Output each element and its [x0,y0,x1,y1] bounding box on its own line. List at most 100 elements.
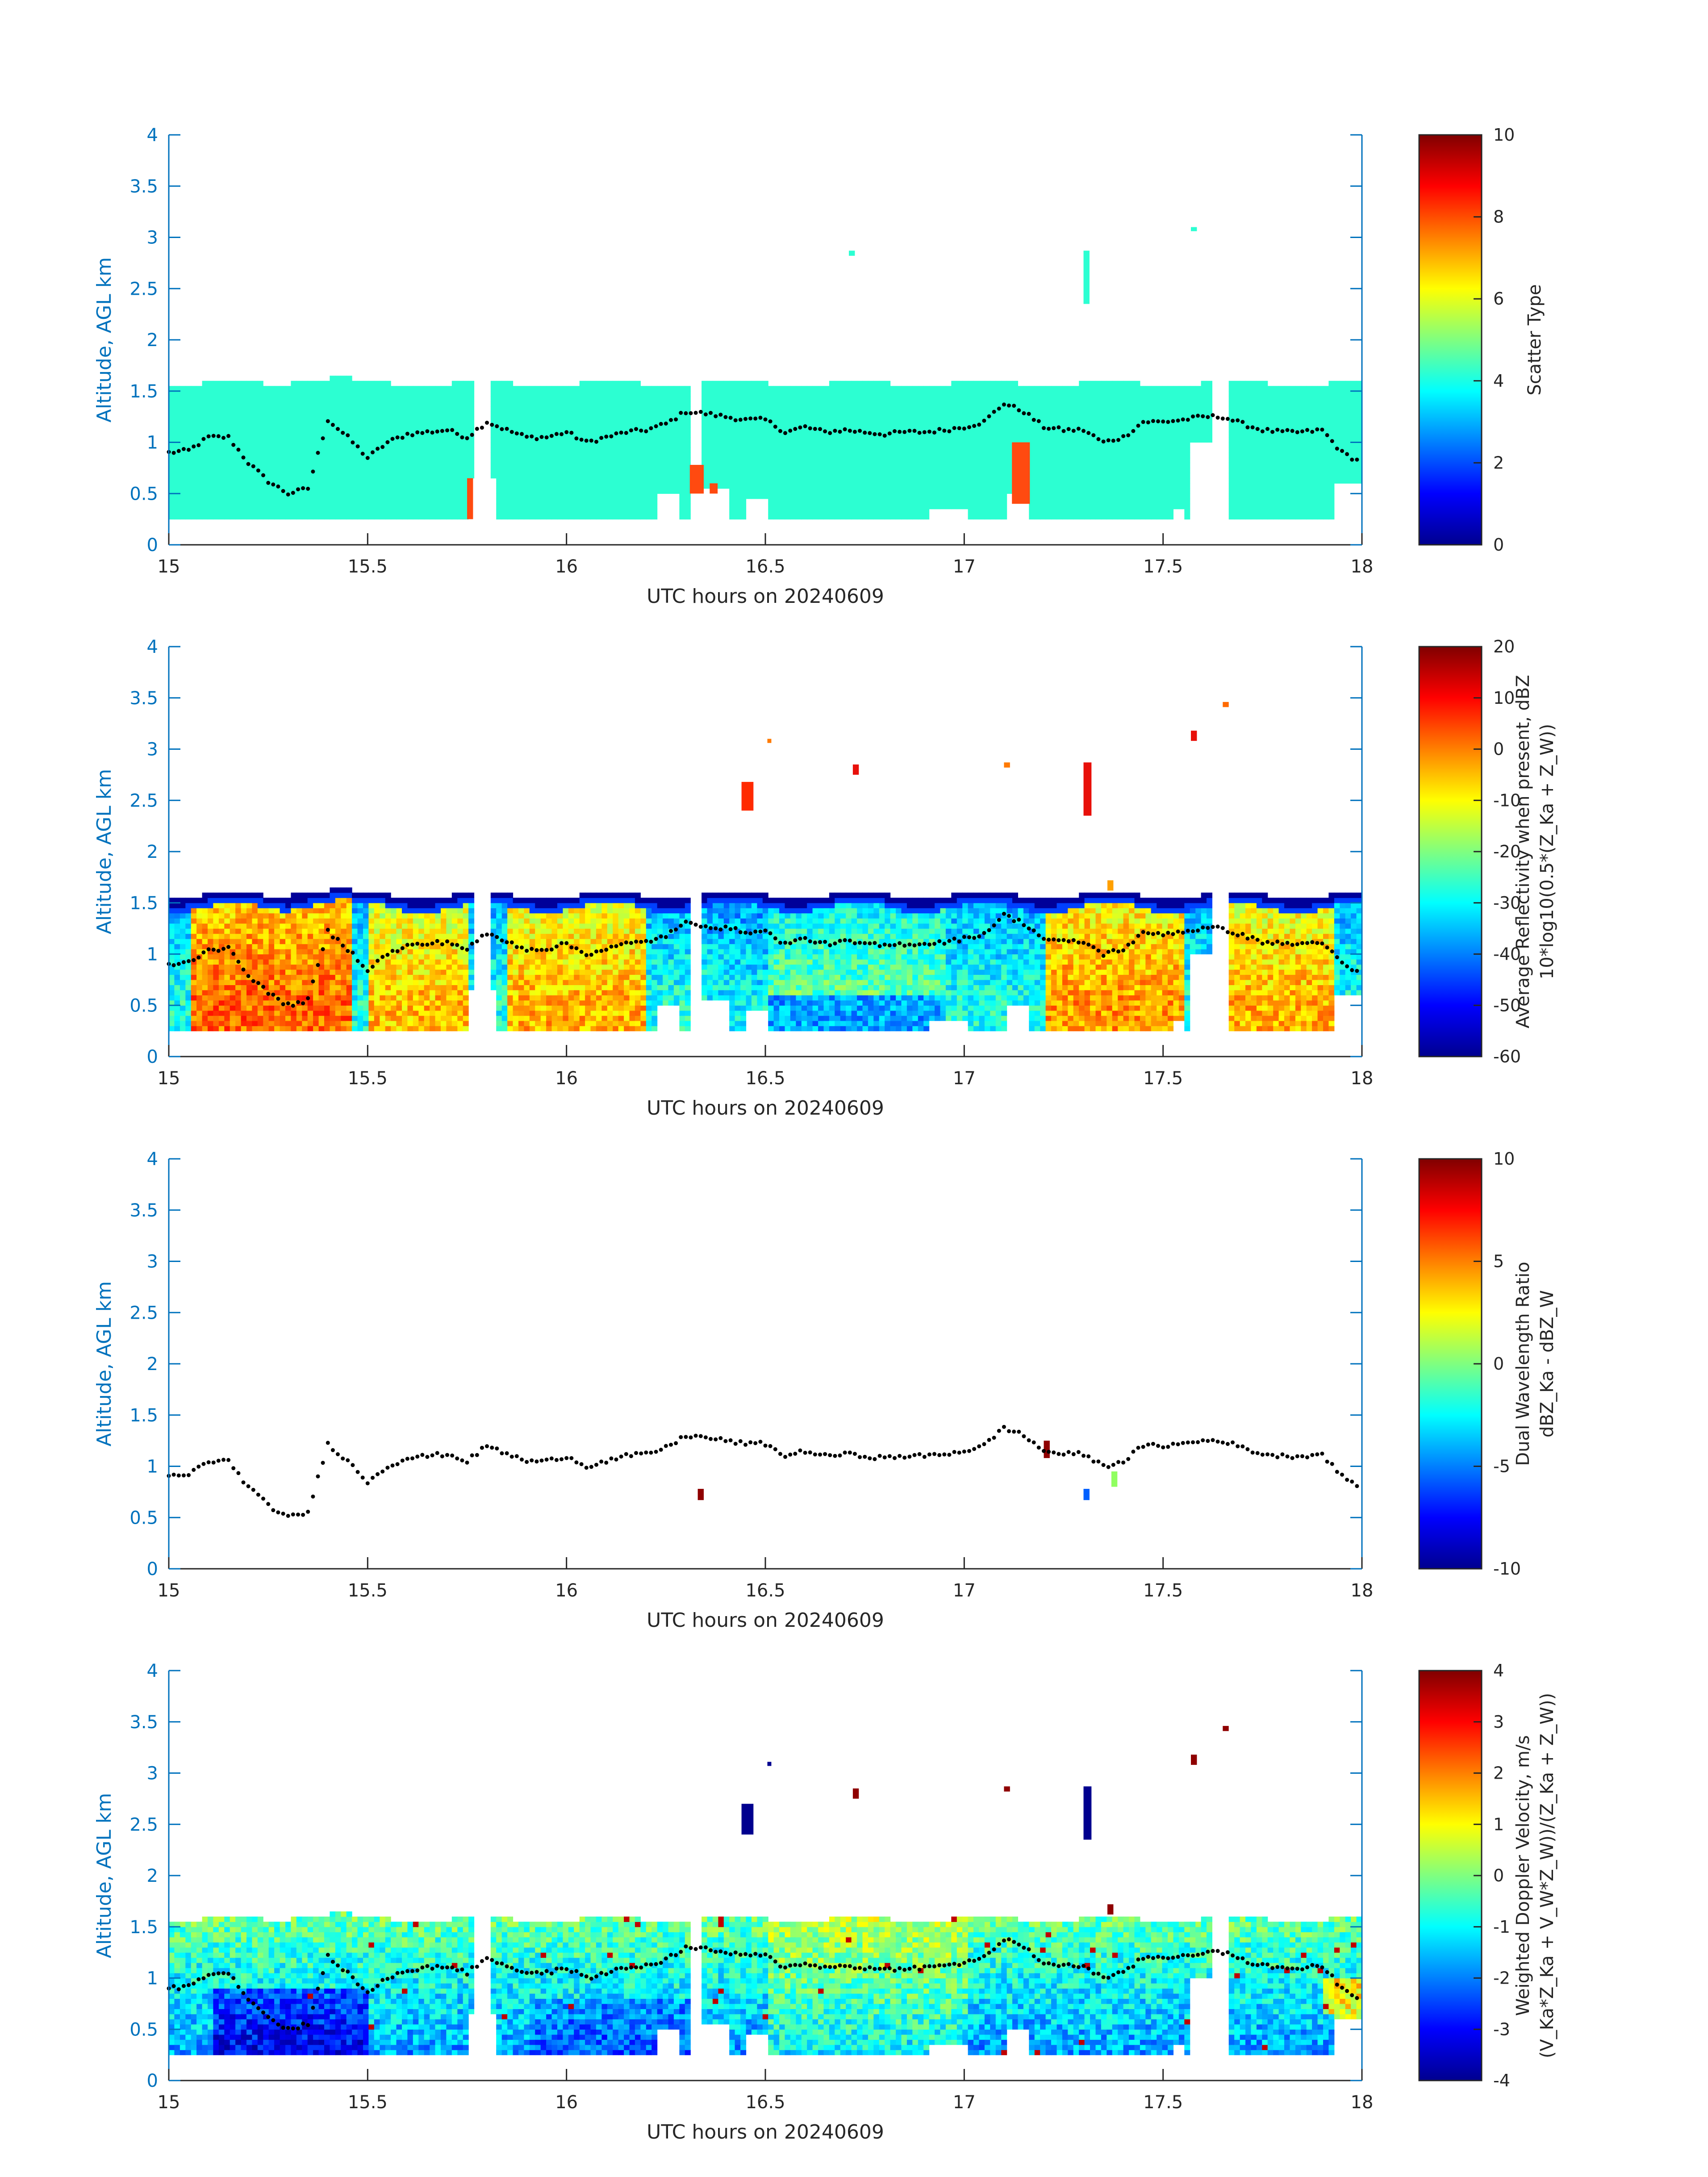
heatmap-cell [557,514,563,520]
heatmap-cell [812,463,819,468]
heatmap-cell [230,463,236,468]
heatmap-cell [313,411,319,417]
heatmap-cell [585,447,591,453]
heatmap-cell [1207,406,1212,412]
heatmap-cell [185,401,192,407]
heatmap-cell [208,406,213,412]
heatmap-cell [640,406,647,412]
heatmap-cell [1151,504,1157,510]
heatmap-cell [1207,432,1212,438]
heatmap-cell [180,457,186,463]
heatmap-cell [1084,391,1090,397]
heatmap-cell [835,386,841,392]
heatmap-cell [435,463,441,468]
heatmap-cell [668,432,674,438]
heatmap-cell [1001,411,1007,417]
heatmap-cell [257,422,263,427]
heatmap-cell [790,488,796,494]
heatmap-cell [196,401,203,407]
heatmap-cell [463,386,469,392]
heatmap-cell [529,488,535,494]
heatmap-cell [1112,442,1118,448]
heatmap-cell [418,422,425,427]
heatmap-cell [174,457,180,463]
heatmap-cell [535,478,541,484]
heatmap-cell [646,396,652,402]
heatmap-cell [252,483,258,489]
heatmap-cell [1245,417,1251,422]
heatmap-cell [840,442,846,448]
heatmap-cell [280,427,286,433]
heatmap-cell [451,391,458,397]
heatmap-cell [968,447,974,453]
heatmap-cell [318,417,325,422]
heatmap-cell [402,422,408,427]
heatmap-cell [812,488,819,494]
heatmap-cell [274,422,280,427]
heatmap-cell [657,411,663,417]
heatmap-cell [468,442,475,448]
heatmap-cell [1123,437,1129,443]
heatmap-cell [1168,483,1173,489]
heatmap-cell [973,514,979,520]
heatmap-cell [990,463,996,468]
heatmap-cell [540,473,547,479]
heatmap-cell [862,386,869,392]
heatmap-cell [1290,473,1296,479]
heatmap-cell [857,380,863,386]
heatmap-cell [929,493,935,499]
heatmap-cell [1057,498,1063,504]
heatmap-cell [413,396,419,402]
heatmap-cell [873,478,880,484]
heatmap-cell [1123,493,1129,499]
heatmap-cell [607,447,613,453]
heatmap-cell [1228,447,1235,453]
heatmap-cell [313,396,319,402]
heatmap-cell [302,452,308,458]
heatmap-cell [979,411,985,417]
heatmap-cell [291,473,297,479]
heatmap-cell [413,493,419,499]
heatmap-cell [729,406,735,412]
heatmap-cell [180,411,186,417]
heatmap-cell [885,437,891,443]
heatmap-cell [1095,452,1102,458]
heatmap-cell [790,401,796,407]
heatmap-cell [169,432,175,438]
heatmap-cell [635,411,641,417]
heatmap-cell [1162,391,1168,397]
heatmap-cell [635,498,641,504]
heatmap-cell [646,478,652,484]
heatmap-cell [235,504,242,510]
heatmap-cell [318,509,325,514]
heatmap-cell [291,427,297,433]
heatmap-cell [935,422,941,427]
heatmap-cell [995,380,1002,386]
heatmap-cell [790,483,796,489]
heatmap-cell [1262,473,1268,479]
heatmap-cell [962,504,969,510]
heatmap-cell [513,514,519,520]
heatmap-cell [635,380,641,386]
heatmap-cell [1201,380,1207,386]
heatmap-cell [796,493,802,499]
heatmap-cell [224,442,230,448]
heatmap-cell [252,380,258,386]
heatmap-cell [1240,463,1246,468]
heatmap-cell [945,488,952,494]
heatmap-cell [663,447,669,453]
heatmap-cell [590,509,597,514]
heatmap-cell [906,437,913,443]
heatmap-cell [285,498,291,504]
heatmap-cell [873,514,880,520]
heatmap-cell [1051,411,1057,417]
heatmap-cell [790,457,796,463]
heatmap-cell [590,514,597,520]
heatmap-cell [1201,391,1207,397]
heatmap-cell [618,427,624,433]
heatmap-cell [557,457,563,463]
heatmap-cell [979,391,985,397]
heatmap-cell [346,452,352,458]
heatmap-cell [1190,396,1196,402]
heatmap-cell [740,432,747,438]
